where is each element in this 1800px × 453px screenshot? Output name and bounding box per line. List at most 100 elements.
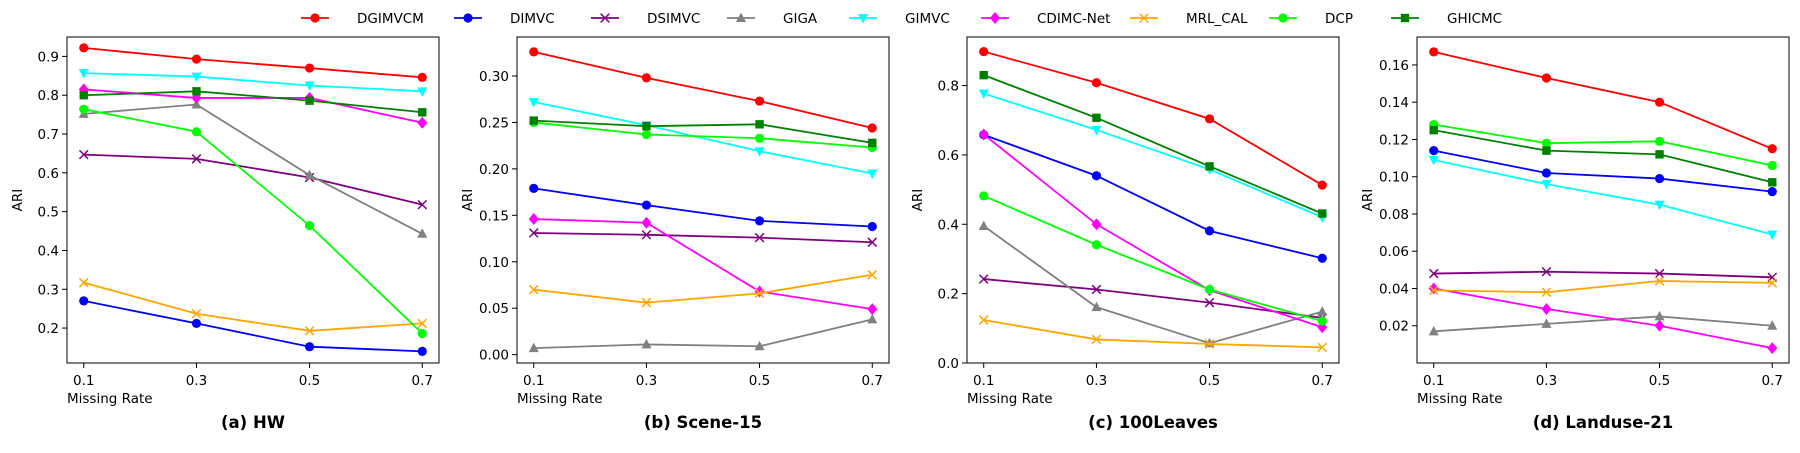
data-point bbox=[641, 297, 652, 308]
data-point bbox=[978, 89, 989, 100]
legend-label: DCP bbox=[1325, 11, 1353, 27]
series-line bbox=[83, 103, 423, 235]
legend-label: GHICMC bbox=[1447, 11, 1502, 27]
y-tick-label: 0.2 bbox=[938, 287, 959, 303]
plot-frame bbox=[1416, 36, 1790, 364]
data-point bbox=[754, 133, 765, 143]
data-point bbox=[1541, 180, 1552, 190]
data-point bbox=[867, 313, 878, 324]
data-point bbox=[1204, 114, 1215, 124]
y-tick-label: 0.2 bbox=[38, 321, 59, 337]
series-line bbox=[983, 319, 1323, 349]
data-point bbox=[1767, 342, 1778, 355]
data-point bbox=[978, 128, 989, 141]
legend-item-giga: GIGA bbox=[727, 11, 818, 27]
legend-label: DGIMVCM bbox=[357, 11, 424, 27]
x-tick-label: 0.3 bbox=[1086, 373, 1107, 389]
x-tick-label: 0.5 bbox=[1199, 373, 1220, 389]
series-line bbox=[983, 225, 1323, 345]
data-point bbox=[1429, 146, 1439, 156]
series-mrl-cal bbox=[528, 269, 878, 308]
data-point bbox=[1541, 168, 1552, 178]
legend-item-dsimvc: DSIMVC bbox=[591, 11, 700, 27]
x-tick-label: 0.3 bbox=[1536, 373, 1557, 389]
data-point bbox=[1541, 138, 1552, 148]
data-point bbox=[1317, 316, 1327, 326]
legend-label: CDIMC-Net bbox=[1037, 11, 1110, 27]
data-point bbox=[1317, 342, 1328, 353]
data-point bbox=[1204, 284, 1215, 295]
legend-item-gimvc: GIMVC bbox=[849, 11, 950, 27]
y-tick-label: 0.08 bbox=[1379, 207, 1409, 223]
legend-item-ghicmc: GHICMC bbox=[1391, 11, 1502, 27]
x-axis-label: Missing Rate bbox=[967, 391, 1053, 407]
data-point bbox=[641, 338, 652, 349]
data-point bbox=[642, 121, 651, 131]
legend-item-dcp: DCP bbox=[1269, 11, 1353, 27]
series-dsimvc bbox=[1428, 266, 1778, 283]
data-point bbox=[1317, 306, 1328, 316]
data-point bbox=[191, 127, 202, 137]
x-tick-label: 0.1 bbox=[973, 373, 994, 389]
y-tick-label: 0.8 bbox=[38, 88, 59, 104]
y-tick-label: 0.20 bbox=[479, 162, 509, 178]
y-tick-label: 0.14 bbox=[1379, 95, 1409, 111]
series-ghicmc bbox=[979, 70, 1327, 218]
data-point bbox=[304, 325, 315, 336]
y-tick-label: 0.10 bbox=[1379, 170, 1409, 186]
series-line bbox=[1433, 315, 1773, 333]
series-line bbox=[983, 133, 1323, 260]
series-line bbox=[83, 46, 423, 79]
legend: DGIMVCM DIMVC DSIMVC GIGA GIMVC CDIMC-Net MRL_… bbox=[301, 11, 1502, 27]
x-axis-label: Missing Rate bbox=[517, 391, 603, 407]
data-point bbox=[1541, 287, 1552, 298]
data-point bbox=[1541, 318, 1552, 328]
data-point bbox=[1767, 144, 1777, 154]
series-ghicmc bbox=[529, 116, 877, 148]
data-point bbox=[79, 104, 89, 114]
x-tick-label: 0.1 bbox=[73, 373, 94, 389]
data-point bbox=[417, 346, 427, 356]
y-axis-label: ARI bbox=[10, 189, 26, 212]
y-tick-label: 0.0 bbox=[938, 356, 959, 372]
series-line bbox=[983, 74, 1323, 215]
subplot-title: (b) Scene-15 bbox=[644, 413, 762, 432]
data-point bbox=[1767, 278, 1778, 288]
data-point bbox=[978, 315, 989, 325]
series-dimvc bbox=[1429, 146, 1777, 197]
legend-marker bbox=[600, 13, 610, 23]
series-line bbox=[83, 281, 423, 332]
series-dsimvc bbox=[78, 149, 428, 210]
series-mrl-cal bbox=[978, 315, 1328, 353]
series-dgimvcm bbox=[529, 47, 877, 133]
data-point bbox=[79, 296, 89, 306]
data-point bbox=[304, 81, 315, 92]
y-axis-label: ARI bbox=[460, 189, 476, 212]
data-point bbox=[78, 69, 89, 79]
subplot-title: (a) HW bbox=[221, 413, 285, 432]
series-line bbox=[1433, 270, 1773, 279]
data-point bbox=[191, 154, 202, 164]
data-point bbox=[1092, 113, 1101, 123]
y-tick-label: 0.05 bbox=[479, 301, 509, 317]
chart-panel-c-100leaves: 0.0 0.2 0.4 0.6 0.8 0.1 0.3 0.5 0.7 Missing Rate A… bbox=[910, 36, 1340, 432]
plot-frame bbox=[966, 36, 1340, 364]
series-line bbox=[533, 101, 873, 175]
data-point bbox=[1541, 266, 1552, 277]
x-tick-label: 0.7 bbox=[412, 373, 433, 389]
series-line bbox=[533, 121, 873, 149]
legend-item-dgimvcm: DGIMVCM bbox=[301, 11, 424, 27]
series-line bbox=[83, 153, 423, 206]
data-point bbox=[1318, 209, 1327, 218]
series-cdimc-net bbox=[1428, 282, 1778, 355]
subplot-title: (c) 100Leaves bbox=[1088, 413, 1218, 432]
x-axis-label: Missing Rate bbox=[67, 391, 153, 407]
data-point bbox=[1428, 268, 1439, 279]
data-point bbox=[529, 47, 539, 57]
data-point bbox=[304, 169, 315, 180]
series-line bbox=[1433, 129, 1773, 184]
x-tick-label: 0.3 bbox=[636, 373, 657, 389]
y-tick-label: 0.02 bbox=[1379, 319, 1409, 335]
series-dgimvcm bbox=[79, 43, 427, 82]
